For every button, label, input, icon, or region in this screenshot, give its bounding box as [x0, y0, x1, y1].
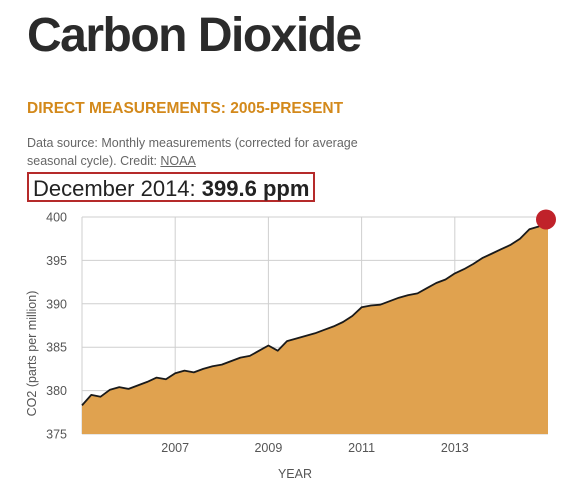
- readout-value: 399.6 ppm: [201, 176, 310, 201]
- y-tick-label: 380: [46, 384, 67, 398]
- data-source-text: Data source: Monthly measurements (corre…: [27, 136, 358, 168]
- credit-link[interactable]: NOAA: [160, 154, 196, 168]
- y-tick-label: 400: [46, 211, 67, 225]
- data-source-note: Data source: Monthly measurements (corre…: [27, 134, 407, 170]
- y-axis-title: CO2 (parts per million): [25, 291, 39, 417]
- x-tick-label: 2007: [161, 441, 189, 455]
- co2-area: [82, 220, 548, 434]
- latest-value-marker[interactable]: [536, 209, 556, 230]
- section-subtitle: DIRECT MEASUREMENTS: 2005-PRESENT: [27, 100, 344, 117]
- y-tick-label: 390: [46, 297, 67, 311]
- page-title: Carbon Dioxide: [27, 9, 362, 62]
- x-axis-title: YEAR: [278, 467, 312, 481]
- co2-line: [81, 219, 549, 406]
- axis-ticks: 375 380 385 390 395 400 2007 2009 2011 2013: [46, 211, 469, 456]
- x-tick-label: 2013: [441, 441, 469, 455]
- x-tick-label: 2009: [254, 441, 282, 455]
- value-readout: December 2014: 399.6 ppm: [27, 172, 316, 202]
- x-tick-label: 2011: [348, 441, 375, 455]
- y-tick-label: 385: [46, 341, 67, 355]
- readout-label: December 2014:: [33, 176, 196, 201]
- y-tick-label: 395: [46, 254, 67, 268]
- y-tick-label: 375: [46, 428, 67, 442]
